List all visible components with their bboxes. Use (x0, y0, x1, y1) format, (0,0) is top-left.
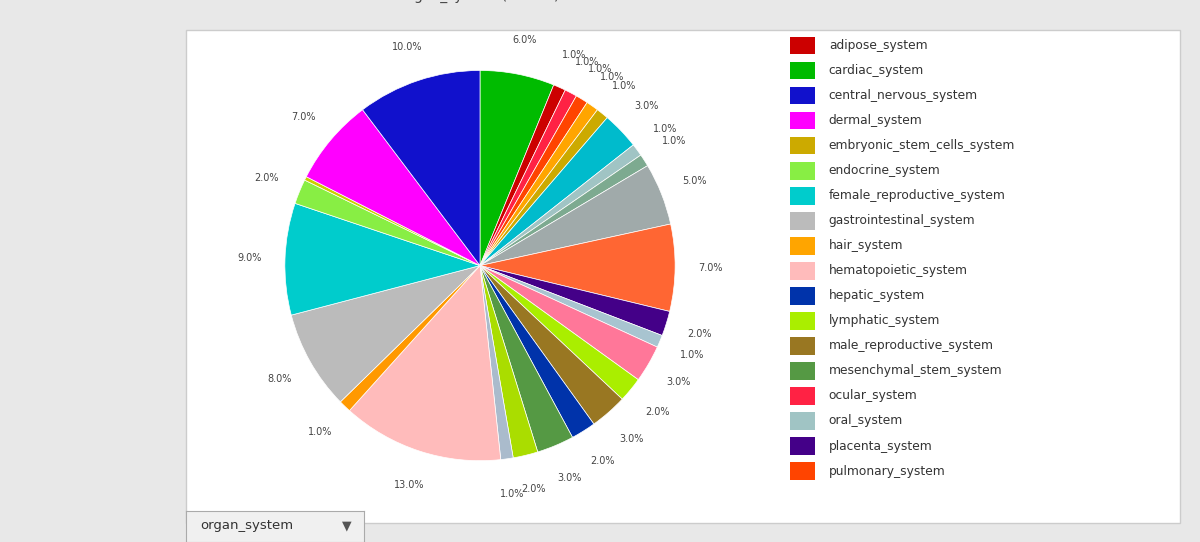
Text: 1.0%: 1.0% (661, 137, 686, 146)
Bar (790, 137, 815, 154)
Text: 1.0%: 1.0% (575, 57, 599, 67)
Text: 13.0%: 13.0% (394, 480, 425, 489)
Text: 2.0%: 2.0% (646, 407, 670, 417)
Wedge shape (480, 166, 671, 266)
Bar (790, 437, 815, 455)
Text: 3.0%: 3.0% (634, 101, 659, 111)
Text: hair_system: hair_system (829, 240, 904, 253)
Wedge shape (480, 155, 648, 266)
Text: placenta_system: placenta_system (829, 440, 932, 453)
Bar (790, 462, 815, 480)
Text: 1.0%: 1.0% (600, 72, 625, 82)
Text: mesenchymal_stem_system: mesenchymal_stem_system (829, 364, 1002, 377)
Wedge shape (480, 266, 623, 424)
Bar (790, 62, 815, 80)
Wedge shape (480, 85, 565, 266)
Text: 3.0%: 3.0% (557, 473, 581, 483)
Text: 1.0%: 1.0% (680, 350, 704, 360)
Text: 1.0%: 1.0% (499, 488, 524, 499)
Text: 2.0%: 2.0% (254, 173, 280, 183)
Text: 2.0%: 2.0% (522, 485, 546, 494)
Text: 1.0%: 1.0% (653, 124, 678, 134)
Text: 2.0%: 2.0% (589, 456, 614, 466)
Wedge shape (480, 145, 641, 266)
Wedge shape (480, 109, 607, 266)
Wedge shape (305, 177, 480, 266)
Text: gastrointestinal_system: gastrointestinal_system (829, 215, 976, 228)
Bar (790, 363, 815, 379)
Bar (790, 412, 815, 430)
Bar (790, 87, 815, 105)
Wedge shape (480, 266, 658, 380)
Wedge shape (480, 118, 634, 266)
Wedge shape (480, 224, 676, 312)
Text: 1.0%: 1.0% (588, 64, 612, 74)
Text: embryonic_stem_cells_system: embryonic_stem_cells_system (829, 139, 1015, 152)
Text: dermal_system: dermal_system (829, 114, 923, 127)
Bar (790, 188, 815, 204)
Wedge shape (292, 266, 480, 402)
Text: male_reproductive_system: male_reproductive_system (829, 339, 994, 352)
Bar (790, 163, 815, 179)
Text: hepatic_system: hepatic_system (829, 289, 925, 302)
Text: hematopoietic_system: hematopoietic_system (829, 264, 967, 278)
Text: 3.0%: 3.0% (667, 377, 691, 386)
Wedge shape (284, 203, 480, 315)
Bar (790, 262, 815, 280)
Bar (790, 112, 815, 130)
Text: 7.0%: 7.0% (698, 263, 722, 273)
Text: female_reproductive_system: female_reproductive_system (829, 189, 1006, 202)
Text: ocular_system: ocular_system (829, 390, 918, 403)
Bar (790, 337, 815, 354)
Text: oral_system: oral_system (829, 415, 904, 428)
Text: endocrine_system: endocrine_system (829, 164, 941, 177)
Text: 6.0%: 6.0% (512, 35, 536, 44)
Wedge shape (295, 180, 480, 266)
Wedge shape (480, 266, 638, 399)
Text: central_nervous_system: central_nervous_system (829, 89, 978, 102)
Text: 3.0%: 3.0% (619, 434, 644, 444)
Wedge shape (480, 266, 670, 335)
Wedge shape (480, 266, 538, 458)
Wedge shape (480, 266, 662, 347)
Bar (790, 237, 815, 255)
Wedge shape (306, 109, 480, 266)
Text: 1.0%: 1.0% (612, 81, 637, 91)
Wedge shape (480, 266, 594, 437)
Text: 10.0%: 10.0% (391, 42, 422, 52)
Text: 7.0%: 7.0% (292, 112, 316, 122)
Wedge shape (349, 266, 500, 461)
Text: pulmonary_system: pulmonary_system (829, 464, 946, 478)
Wedge shape (480, 90, 576, 266)
Text: cardiac_system: cardiac_system (829, 64, 924, 78)
Text: organ_system (n=296): organ_system (n=296) (401, 0, 559, 3)
Text: lymphatic_system: lymphatic_system (829, 314, 940, 327)
Text: 1.0%: 1.0% (562, 50, 586, 60)
Bar (790, 312, 815, 330)
Text: ▼: ▼ (342, 520, 352, 533)
Text: organ_system: organ_system (200, 519, 293, 532)
Text: 2.0%: 2.0% (688, 329, 712, 339)
Text: 1.0%: 1.0% (308, 427, 332, 437)
Bar (790, 388, 815, 404)
Text: 8.0%: 8.0% (268, 374, 292, 384)
Wedge shape (480, 266, 514, 460)
Wedge shape (480, 266, 572, 452)
Bar (790, 287, 815, 305)
Bar (790, 37, 815, 54)
Wedge shape (341, 266, 480, 411)
Text: 9.0%: 9.0% (238, 253, 262, 263)
Bar (790, 212, 815, 229)
Wedge shape (362, 70, 480, 266)
Wedge shape (480, 96, 587, 266)
Text: adipose_system: adipose_system (829, 40, 928, 53)
Wedge shape (480, 70, 553, 266)
Text: 5.0%: 5.0% (682, 176, 707, 186)
Wedge shape (480, 102, 598, 266)
